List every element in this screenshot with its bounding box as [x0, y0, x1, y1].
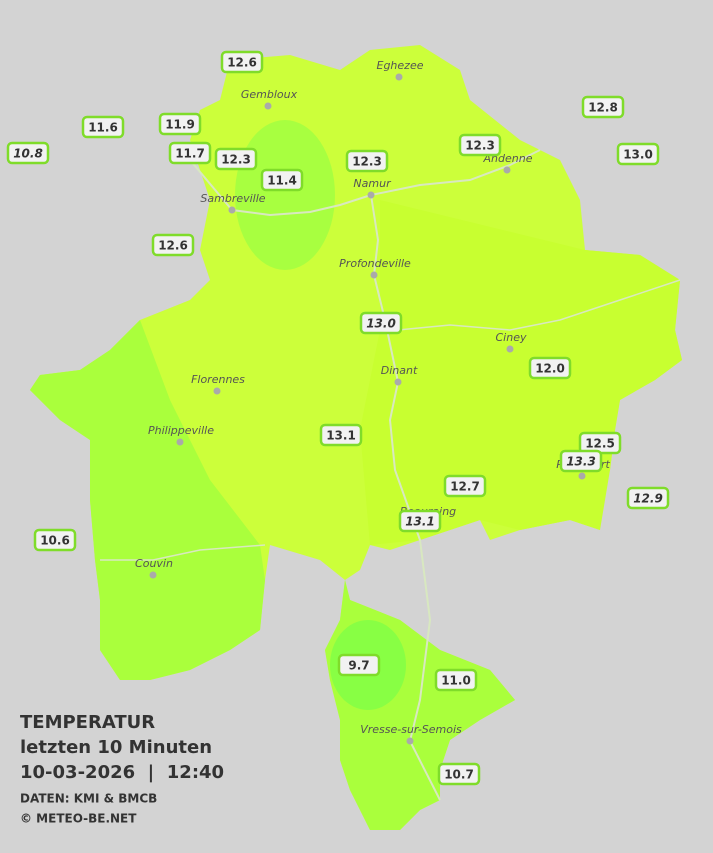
station-box — [443, 474, 487, 498]
station-value: 12.9 — [633, 492, 663, 506]
town-dot — [367, 191, 375, 199]
station-box — [6, 141, 50, 165]
station-box — [220, 50, 264, 74]
credit-line: © METEO-BE.NET — [20, 812, 137, 826]
station-value: 12.0 — [535, 362, 565, 376]
town-dot — [578, 472, 586, 480]
station-value: 11.4 — [267, 174, 297, 188]
town-label: Gembloux — [241, 88, 298, 101]
station-box — [345, 149, 389, 173]
station-box — [151, 233, 195, 257]
town-label: Sambreville — [200, 192, 265, 205]
station-box — [260, 168, 304, 192]
title-line: 10-03-2026 | 12:40 — [20, 762, 224, 783]
town-label: Namur — [353, 177, 392, 190]
town-dot — [395, 73, 403, 81]
title-line: TEMPERATUR — [20, 712, 155, 733]
town-label: Vresse-sur-Semois — [360, 723, 462, 736]
credit-line: DATEN: KMI & BMCB — [20, 792, 157, 806]
town-dot — [149, 571, 157, 579]
river — [189, 149, 541, 217]
station-value: 12.3 — [221, 153, 251, 167]
station-value: 13.0 — [366, 317, 396, 331]
station-box — [33, 528, 77, 552]
station-value: 12.7 — [450, 480, 480, 494]
station-box — [626, 486, 670, 510]
station-box — [437, 762, 481, 786]
station-value: 13.1 — [405, 515, 435, 529]
station-box — [81, 115, 125, 139]
station-value: 12.3 — [465, 139, 495, 153]
town-label: Couvin — [135, 557, 173, 570]
town-dot — [176, 438, 184, 446]
town-label: Florennes — [191, 373, 245, 386]
town-dot — [394, 378, 402, 386]
station-value: 11.9 — [165, 118, 195, 132]
river — [100, 544, 266, 561]
station-value: 13.1 — [326, 429, 356, 443]
town-dot — [406, 737, 414, 745]
station-box — [616, 142, 660, 166]
town-label: Dinant — [381, 364, 418, 377]
station-value: 10.8 — [13, 147, 43, 161]
station-value: 12.6 — [227, 56, 257, 70]
cool-zone-north — [235, 120, 335, 270]
station-box — [458, 133, 502, 157]
station-value: 13.3 — [566, 455, 596, 469]
station-box — [581, 95, 625, 119]
station-value: 11.7 — [175, 147, 205, 161]
town-dot — [503, 166, 511, 174]
station-box — [168, 141, 212, 165]
station-value: 12.5 — [585, 437, 615, 451]
station-value: 10.6 — [40, 534, 70, 548]
station-value: 12.6 — [158, 239, 188, 253]
station-value: 13.0 — [623, 148, 653, 162]
town-label: Eghezee — [377, 59, 424, 72]
town-dot — [228, 206, 236, 214]
station-box — [528, 356, 572, 380]
station-value: 11.6 — [88, 121, 118, 135]
cool-zone-west — [30, 320, 265, 680]
station-value: 10.7 — [444, 768, 474, 782]
station-box — [559, 449, 603, 473]
river — [370, 194, 441, 801]
station-box — [359, 311, 403, 335]
station-value: 12.3 — [352, 155, 382, 169]
town-label: Ciney — [496, 331, 527, 344]
station-box — [398, 509, 442, 533]
town-label: Philippeville — [148, 424, 214, 437]
town-dot — [370, 271, 378, 279]
station-box — [337, 653, 381, 677]
title-line: letzten 10 Minuten — [20, 737, 212, 758]
station-box — [158, 112, 202, 136]
river — [397, 279, 681, 331]
station-value: 12.8 — [588, 101, 618, 115]
station-value: 9.7 — [348, 659, 369, 673]
station-value: 11.0 — [441, 674, 471, 688]
station-box — [214, 147, 258, 171]
town-dot — [264, 102, 272, 110]
town-dot — [213, 387, 221, 395]
station-box — [319, 423, 363, 447]
town-dot — [506, 345, 514, 353]
station-box — [434, 668, 478, 692]
town-label: Profondeville — [339, 257, 411, 270]
